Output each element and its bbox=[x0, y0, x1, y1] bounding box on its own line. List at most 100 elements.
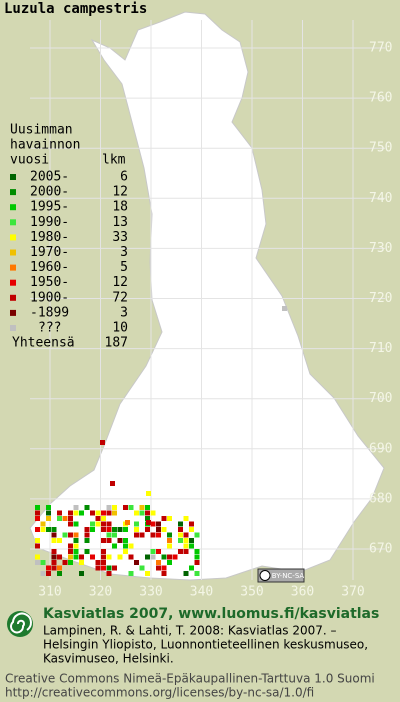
grid-label-y: 710 bbox=[369, 341, 392, 356]
grid-label-y: 740 bbox=[369, 191, 392, 206]
observation-square bbox=[123, 549, 128, 554]
observation-square bbox=[145, 516, 150, 521]
observation-square bbox=[95, 516, 101, 521]
legend-count-header: lkm bbox=[102, 153, 126, 168]
observation-square bbox=[167, 538, 172, 543]
legend-label: 1970- bbox=[30, 245, 69, 260]
observation-square bbox=[128, 571, 134, 576]
observation-square bbox=[106, 532, 112, 538]
legend-swatch bbox=[10, 279, 16, 286]
observation-square bbox=[51, 532, 57, 538]
observation-square bbox=[79, 510, 84, 516]
observation-square bbox=[145, 554, 150, 560]
legend-label: 1960- bbox=[30, 260, 69, 275]
license-url: http://creativecommons.org/licenses/by-n… bbox=[5, 686, 314, 700]
observation-square bbox=[106, 527, 112, 532]
legend-count: 10 bbox=[112, 321, 128, 336]
observation-square bbox=[95, 560, 101, 565]
legend-swatch bbox=[10, 249, 16, 256]
citation: Kasvimuseo, Helsinki. bbox=[43, 652, 174, 666]
observation-square bbox=[189, 543, 194, 549]
observation-square bbox=[84, 538, 90, 543]
cc-badge-text: BY-NC-SA bbox=[272, 572, 305, 580]
observation-square bbox=[128, 554, 134, 560]
atlas-title: Kasviatlas 2007, www.luomus.fi/kasviatla… bbox=[43, 606, 379, 622]
observation-square bbox=[123, 527, 128, 532]
observation-square bbox=[134, 527, 139, 532]
observation-square bbox=[117, 554, 123, 560]
observation-square bbox=[194, 554, 200, 560]
observation-square bbox=[90, 521, 95, 527]
observation-square bbox=[73, 549, 79, 554]
observation-square bbox=[51, 527, 57, 532]
legend-header: havainnon bbox=[10, 138, 80, 153]
observation-square bbox=[51, 565, 57, 571]
observation-square bbox=[90, 527, 95, 532]
observation-square bbox=[183, 516, 189, 521]
observation-square bbox=[156, 549, 161, 554]
observation-square bbox=[106, 571, 112, 576]
observation-square bbox=[35, 505, 40, 510]
observation-square bbox=[73, 532, 79, 538]
observation-square bbox=[106, 554, 112, 560]
observation-square bbox=[106, 521, 112, 527]
legend-swatch bbox=[10, 234, 16, 241]
observation-square bbox=[40, 571, 46, 576]
observation-square bbox=[139, 510, 145, 516]
observation-square bbox=[73, 510, 79, 516]
observation-square bbox=[117, 527, 123, 532]
grid-label-x: 360 bbox=[291, 585, 314, 600]
observation-square bbox=[167, 554, 172, 560]
observation-square bbox=[57, 554, 62, 560]
grid-label-y: 750 bbox=[369, 141, 392, 156]
observation-square bbox=[101, 527, 106, 532]
observation-square bbox=[46, 571, 51, 576]
observation-square bbox=[106, 505, 112, 510]
observation-square bbox=[101, 538, 106, 543]
observation-square bbox=[146, 520, 151, 525]
observation-square bbox=[101, 510, 106, 516]
grid-label-x: 310 bbox=[38, 585, 61, 600]
observation-square bbox=[68, 516, 73, 521]
legend-count: 3 bbox=[120, 245, 128, 260]
legend-count: 13 bbox=[112, 215, 128, 230]
observation-square bbox=[46, 505, 51, 510]
observation-square bbox=[46, 565, 51, 571]
observation-square bbox=[156, 532, 161, 538]
observation-square bbox=[134, 532, 139, 538]
observation-square bbox=[145, 571, 150, 576]
legend-swatch bbox=[10, 174, 16, 180]
legend-total: 187 bbox=[105, 336, 128, 351]
observation-square bbox=[112, 543, 117, 549]
observation-square bbox=[101, 565, 106, 571]
observation-square bbox=[125, 520, 130, 525]
observation-square bbox=[68, 543, 73, 549]
observation-square bbox=[57, 538, 62, 543]
observation-square bbox=[40, 560, 46, 565]
observation-square bbox=[139, 532, 145, 538]
finland-map bbox=[29, 11, 385, 581]
observation-square bbox=[62, 532, 68, 538]
observation-square bbox=[90, 554, 95, 560]
observation-square bbox=[161, 565, 167, 571]
observation-square bbox=[123, 538, 128, 543]
observation-square bbox=[84, 527, 90, 532]
observation-square bbox=[117, 538, 123, 543]
observation-square bbox=[35, 554, 40, 560]
observation-square bbox=[134, 521, 139, 527]
observation-square bbox=[128, 543, 134, 549]
legend-swatch bbox=[10, 309, 16, 316]
citation: Lampinen, R. & Lahti, T. 2008: Kasviatla… bbox=[43, 624, 337, 638]
observation-square bbox=[68, 510, 73, 516]
legend-swatch bbox=[10, 264, 16, 271]
observation-square bbox=[112, 532, 117, 538]
observation-square bbox=[183, 532, 189, 538]
observation-square bbox=[101, 516, 106, 521]
grid-label-y: 690 bbox=[369, 441, 392, 456]
observation-square bbox=[167, 516, 172, 521]
observation-square bbox=[57, 510, 62, 516]
observation-square bbox=[84, 549, 90, 554]
observation-square bbox=[35, 510, 40, 516]
observation-square bbox=[79, 560, 84, 565]
observation-square bbox=[100, 440, 105, 445]
